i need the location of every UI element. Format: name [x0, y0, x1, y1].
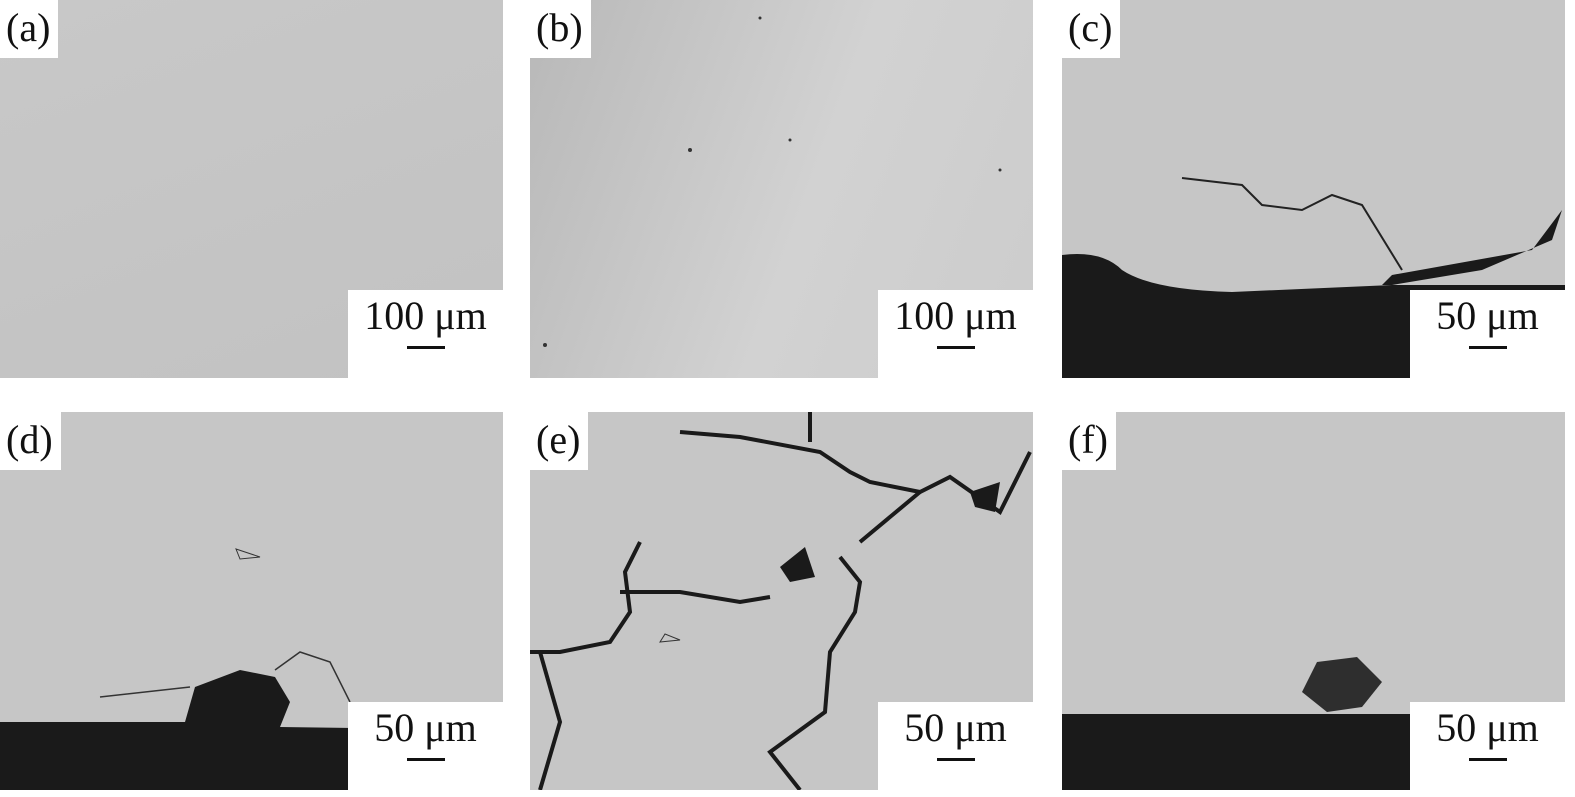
scale-bar: 100 μm: [878, 290, 1033, 378]
scale-text: 50 μm: [374, 705, 477, 750]
micrograph-e: (e) 50 μm: [530, 412, 1033, 790]
scale-bar: 50 μm: [878, 702, 1033, 790]
panel-label: (c): [1062, 0, 1121, 58]
particles: [543, 16, 1002, 347]
panel-label: (a): [0, 0, 59, 58]
micrograph-a: (a) 100 μm: [0, 0, 503, 378]
scale-bar: 50 μm: [1410, 290, 1565, 378]
micrograph-d: (d) 50 μm: [0, 412, 503, 790]
scale-bar: 50 μm: [1410, 702, 1565, 790]
scale-text: 50 μm: [904, 705, 1007, 750]
micrograph-b: (b) 100 μm: [530, 0, 1033, 378]
panel-label: (e): [530, 412, 589, 470]
panel-label: (f): [1062, 412, 1116, 470]
micrograph-f: (f) 50 μm: [1062, 412, 1565, 790]
scale-text: 50 μm: [1436, 705, 1539, 750]
panel-label: (b): [530, 0, 591, 58]
micrograph-c: (c) 50 μm: [1062, 0, 1565, 378]
scale-text: 50 μm: [1436, 293, 1539, 338]
scale-bar: 100 μm: [348, 290, 503, 378]
panel-label: (d): [0, 412, 61, 470]
scale-text: 100 μm: [894, 293, 1017, 338]
crack-features: [530, 412, 1032, 790]
scale-text: 100 μm: [364, 293, 487, 338]
scale-bar: 50 μm: [348, 702, 503, 790]
